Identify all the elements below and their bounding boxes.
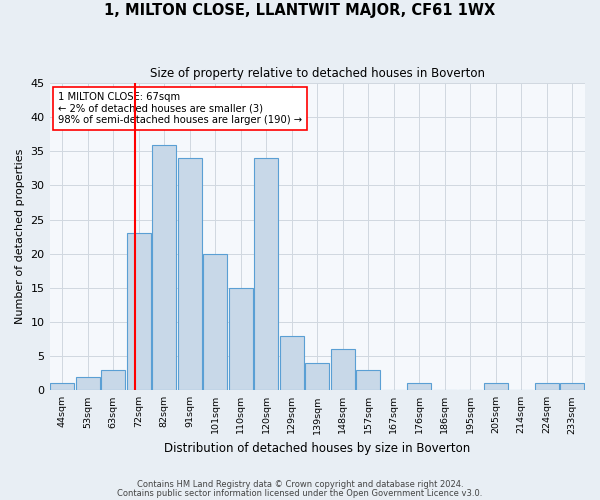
Bar bbox=[560, 384, 584, 390]
Bar bbox=[356, 370, 380, 390]
Bar bbox=[50, 384, 74, 390]
Bar bbox=[127, 234, 151, 390]
Text: Contains public sector information licensed under the Open Government Licence v3: Contains public sector information licen… bbox=[118, 488, 482, 498]
Bar bbox=[280, 336, 304, 390]
Bar bbox=[535, 384, 559, 390]
X-axis label: Distribution of detached houses by size in Boverton: Distribution of detached houses by size … bbox=[164, 442, 470, 455]
Bar bbox=[76, 376, 100, 390]
Bar bbox=[101, 370, 125, 390]
Text: Contains HM Land Registry data © Crown copyright and database right 2024.: Contains HM Land Registry data © Crown c… bbox=[137, 480, 463, 489]
Text: 1, MILTON CLOSE, LLANTWIT MAJOR, CF61 1WX: 1, MILTON CLOSE, LLANTWIT MAJOR, CF61 1W… bbox=[104, 2, 496, 18]
Bar bbox=[305, 363, 329, 390]
Bar bbox=[178, 158, 202, 390]
Bar bbox=[331, 350, 355, 391]
Text: 1 MILTON CLOSE: 67sqm
← 2% of detached houses are smaller (3)
98% of semi-detach: 1 MILTON CLOSE: 67sqm ← 2% of detached h… bbox=[58, 92, 302, 126]
Bar bbox=[484, 384, 508, 390]
Bar bbox=[407, 384, 431, 390]
Title: Size of property relative to detached houses in Boverton: Size of property relative to detached ho… bbox=[150, 68, 485, 80]
Y-axis label: Number of detached properties: Number of detached properties bbox=[15, 149, 25, 324]
Bar bbox=[229, 288, 253, 390]
Bar bbox=[203, 254, 227, 390]
Bar bbox=[254, 158, 278, 390]
Bar bbox=[152, 144, 176, 390]
